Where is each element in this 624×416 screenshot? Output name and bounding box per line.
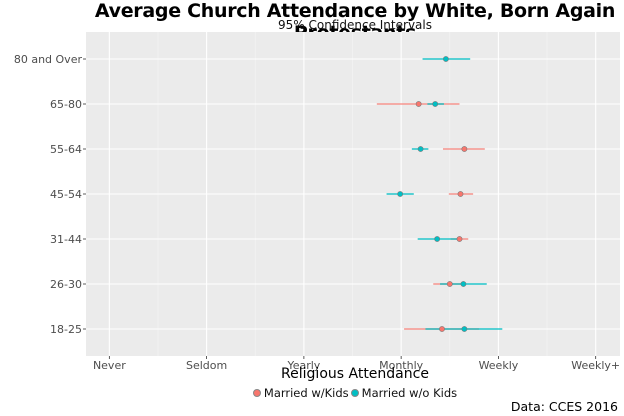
legend-item-married-with-kids: Married w/Kids (252, 386, 349, 400)
legend-label: Married w/Kids (263, 386, 349, 400)
legend: Married w/Kids Married w/o Kids (86, 386, 624, 400)
y-tick-label: 45-54 (50, 188, 82, 201)
x-tick-label: Never (93, 359, 126, 372)
data-point (461, 326, 468, 332)
x-axis: Never Seldom Yearly Monthly Weekly Weekly+ (93, 356, 620, 372)
data-points (397, 56, 468, 332)
data-point (415, 101, 422, 107)
x-tick-label: Weekly (479, 359, 519, 372)
data-point (434, 236, 441, 242)
y-tick-label: 65-80 (50, 98, 82, 111)
y-axis: 18-25 26-30 31-44 45-54 55-64 65-80 80 and Ove… (14, 53, 86, 336)
y-tick-label: 80 and Over (14, 53, 83, 66)
legend-key-dot (350, 389, 359, 397)
y-tick-label: 26-30 (50, 278, 82, 291)
y-tick-label: 31-44 (50, 233, 82, 246)
legend-key-dot (252, 389, 261, 397)
chart-subtitle: 95% Confidence Intervals (278, 18, 432, 32)
x-axis-title: Religious Attendance (281, 366, 429, 382)
y-tick-label: 18-25 (50, 323, 82, 336)
legend-item-married-without-kids: Married w/o Kids (350, 386, 458, 400)
data-point (397, 191, 404, 197)
x-tick-label: Seldom (186, 359, 227, 372)
data-point (456, 236, 463, 242)
data-point (457, 191, 464, 197)
data-point (432, 101, 439, 107)
y-tick-label: 55-64 (50, 143, 82, 156)
x-tick-label: Yearly (286, 359, 320, 372)
x-tick-label: Monthly (379, 359, 424, 372)
data-point (461, 146, 468, 152)
data-source-caption: Data: CCES 2016 (510, 399, 618, 414)
x-tick-label: Weekly+ (571, 359, 620, 372)
data-point (460, 281, 467, 287)
legend-label: Married w/o Kids (361, 386, 458, 400)
data-point (446, 281, 453, 287)
data-point (442, 56, 449, 62)
data-point (417, 146, 424, 152)
data-point (439, 326, 445, 332)
